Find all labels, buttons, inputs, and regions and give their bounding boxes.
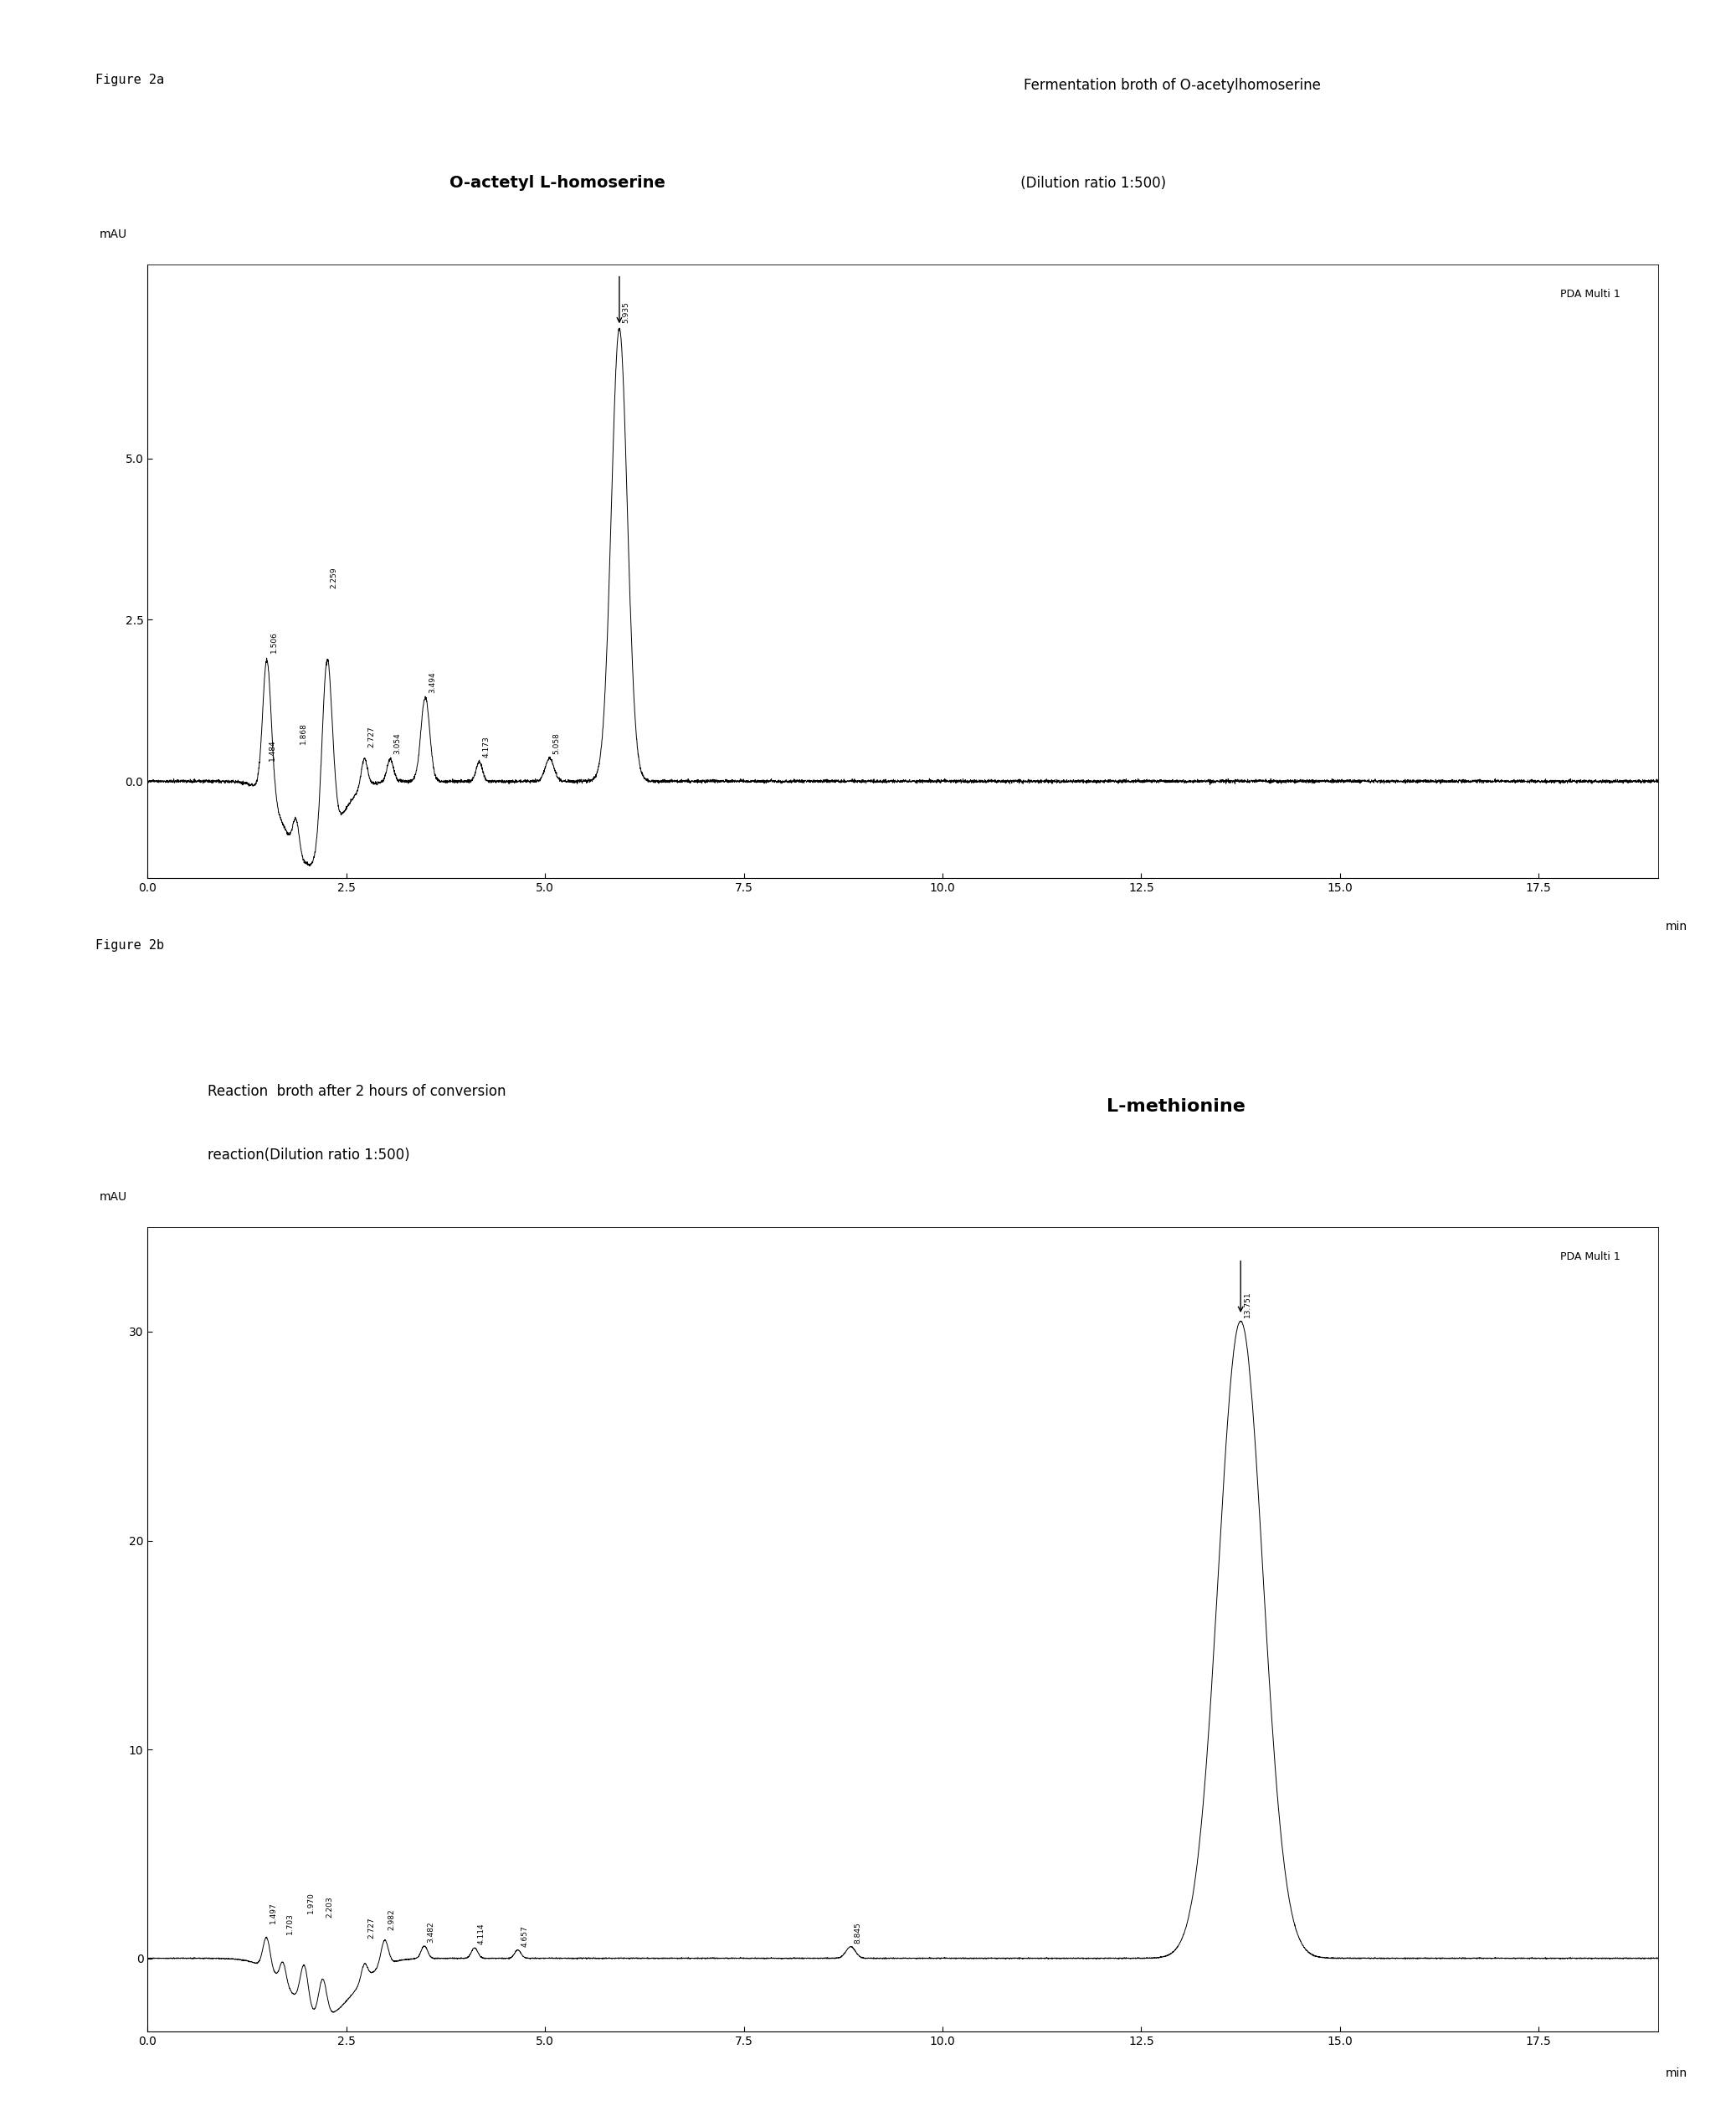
Text: 1.868: 1.868 — [299, 724, 307, 745]
Text: 4.657: 4.657 — [521, 1926, 528, 1947]
Text: 4.173: 4.173 — [483, 736, 490, 758]
Text: 1.970: 1.970 — [307, 1892, 314, 1913]
Text: Figure 2b: Figure 2b — [95, 940, 165, 952]
Text: PDA Multi 1: PDA Multi 1 — [1561, 290, 1620, 300]
Text: 1.484: 1.484 — [269, 738, 276, 760]
Text: Figure 2a: Figure 2a — [95, 74, 165, 87]
Text: 8.845: 8.845 — [854, 1921, 861, 1945]
Text: 13.751: 13.751 — [1243, 1291, 1252, 1316]
Text: mAU: mAU — [99, 229, 127, 239]
Text: O-actetyl L-homoserine: O-actetyl L-homoserine — [450, 176, 665, 190]
Text: mAU: mAU — [99, 1191, 127, 1204]
Text: min: min — [1665, 920, 1687, 933]
Text: Fermentation broth of O-acetylhomoserine: Fermentation broth of O-acetylhomoserine — [1024, 78, 1321, 93]
Text: L-methionine: L-methionine — [1106, 1098, 1245, 1115]
Text: 5.058: 5.058 — [552, 732, 561, 753]
Text: 1.506: 1.506 — [271, 631, 278, 652]
Text: 5.935: 5.935 — [623, 303, 630, 324]
Text: Reaction  broth after 2 hours of conversion: Reaction broth after 2 hours of conversi… — [208, 1083, 507, 1098]
Text: 3.482: 3.482 — [427, 1921, 436, 1942]
Text: 2.203: 2.203 — [326, 1896, 333, 1917]
Text: 2.727: 2.727 — [368, 726, 375, 747]
Text: 3.494: 3.494 — [429, 671, 436, 692]
Text: 2.259: 2.259 — [330, 567, 339, 588]
Text: 2.982: 2.982 — [387, 1909, 396, 1930]
Text: 2.727: 2.727 — [368, 1917, 375, 1938]
Text: 1.497: 1.497 — [269, 1902, 278, 1923]
Text: 4.114: 4.114 — [477, 1923, 486, 1945]
Text: reaction(Dilution ratio 1:500): reaction(Dilution ratio 1:500) — [208, 1147, 410, 1164]
Text: (Dilution ratio 1:500): (Dilution ratio 1:500) — [1016, 176, 1167, 190]
Text: 1.703: 1.703 — [286, 1913, 293, 1934]
Text: 3.054: 3.054 — [394, 732, 401, 753]
Text: min: min — [1665, 2067, 1687, 2080]
Text: PDA Multi 1: PDA Multi 1 — [1561, 1251, 1620, 1263]
